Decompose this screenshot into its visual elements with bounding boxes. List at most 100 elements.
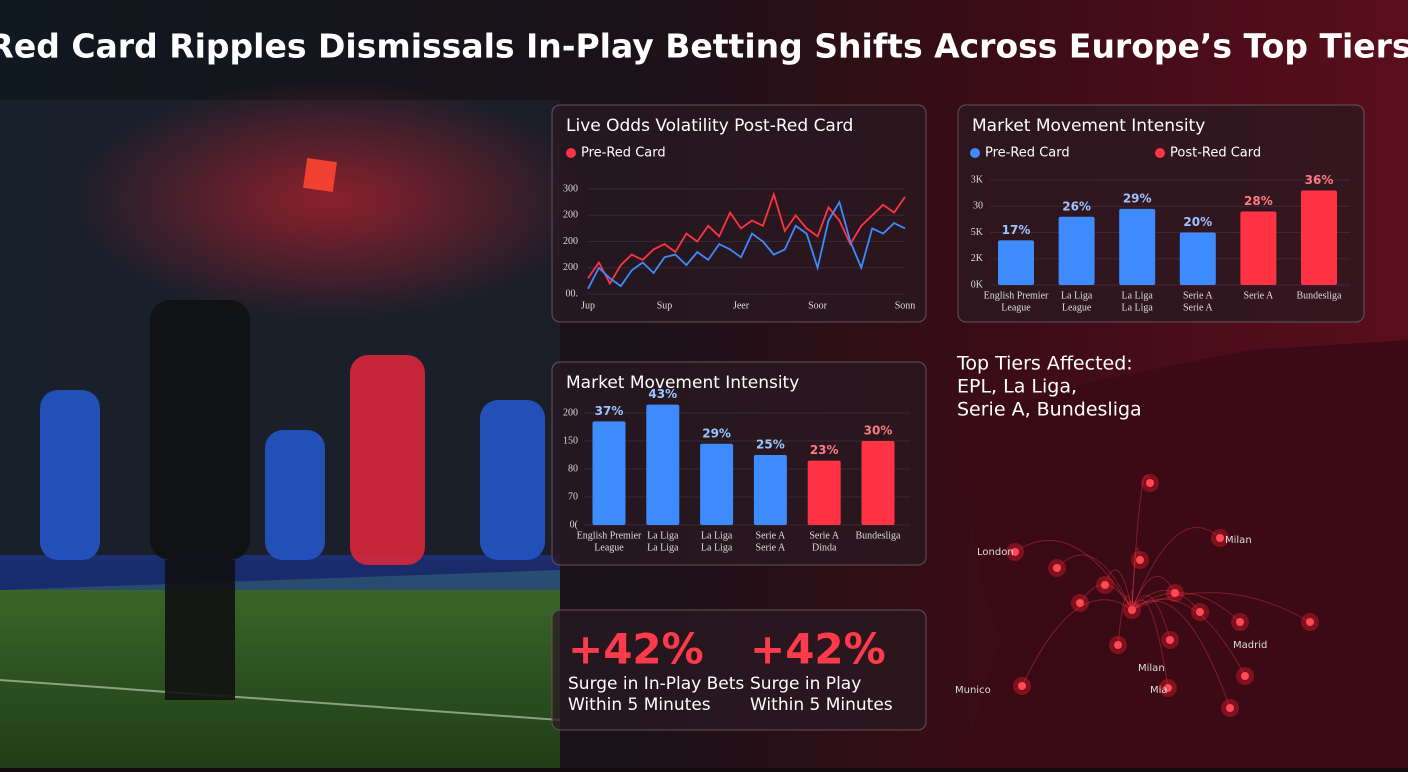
city-label: Munico — [955, 685, 991, 696]
map-route — [1131, 547, 1141, 611]
map-route — [1104, 569, 1133, 611]
x-tick-label: La Liga — [701, 542, 733, 553]
y-tick-label: 70 — [568, 491, 578, 502]
bar — [1301, 190, 1337, 285]
x-tick-label: La Liga — [1061, 290, 1093, 301]
europe-map — [960, 340, 1408, 768]
map-dot — [1216, 534, 1224, 542]
x-tick-label: La Liga — [647, 530, 679, 541]
x-tick-label: Serie A — [1183, 290, 1213, 301]
pitch — [0, 570, 560, 768]
bar — [700, 443, 734, 525]
map-route — [1131, 592, 1311, 623]
map-dot — [1241, 672, 1249, 680]
map-dot — [1226, 704, 1234, 712]
map-dot — [1128, 606, 1136, 614]
y-tick-label: 0( — [570, 519, 579, 530]
bar — [1119, 208, 1156, 285]
bar — [1240, 211, 1277, 285]
pitch-line — [0, 679, 561, 721]
map-dot — [1171, 589, 1179, 597]
y-tick-label: 200 — [563, 210, 578, 221]
bar — [646, 404, 680, 525]
value-label: 36% — [1305, 173, 1334, 187]
map-route — [1131, 527, 1221, 611]
bar — [861, 441, 895, 525]
legend-label: Pre-Red Card — [985, 146, 1070, 161]
x-tick-label: Jup — [581, 300, 595, 311]
map-dot — [1196, 608, 1204, 616]
map-dot — [1164, 684, 1172, 692]
players — [40, 158, 545, 700]
x-tick-label: La Liga — [1122, 290, 1154, 301]
map-route — [1014, 539, 1133, 611]
map-dot — [1136, 556, 1144, 564]
x-tick-label: Serie A — [1183, 302, 1213, 313]
value-label: 26% — [1062, 199, 1091, 213]
city-label: Madrid — [1233, 640, 1267, 651]
x-tick-label: Soor — [808, 300, 828, 311]
y-tick-label: 3K — [971, 174, 984, 185]
map-heading: EPL, La Liga, — [957, 376, 1077, 398]
chart-title: Live Odds Volatility Post-Red Card — [566, 116, 853, 136]
value-label: 20% — [1183, 215, 1212, 229]
y-tick-label: 00. — [566, 288, 579, 299]
map-route — [1131, 599, 1169, 689]
value-label: 43% — [648, 387, 677, 401]
panel — [551, 609, 927, 731]
x-tick-label: League — [594, 542, 624, 553]
x-tick-label: Jeer — [733, 300, 750, 311]
map-route — [1021, 599, 1133, 687]
red-glow — [70, 80, 590, 320]
map-dot — [1146, 479, 1154, 487]
x-tick-label: Dinda — [812, 542, 837, 553]
stat-text: Surge in In-Play Bets — [568, 674, 744, 694]
line-series — [587, 199, 906, 290]
y-tick-label: 200 — [563, 236, 578, 247]
ad-board — [0, 555, 560, 590]
y-tick-label: 2K — [971, 253, 984, 264]
value-label: 25% — [756, 438, 785, 452]
stat-value: +42% — [750, 625, 886, 674]
map-route — [1131, 592, 1241, 623]
city-label: Milan — [1138, 663, 1165, 674]
map-route — [1131, 474, 1151, 611]
value-label: 30% — [864, 424, 893, 438]
stat-value: +42% — [568, 625, 704, 674]
legend-swatch — [1155, 148, 1165, 158]
city-label: Mia — [1150, 685, 1168, 696]
y-tick-label: 0K — [971, 279, 984, 290]
value-label: 29% — [702, 426, 731, 440]
y-tick-label: 150 — [563, 435, 578, 446]
x-tick-label: English Premier — [577, 530, 642, 541]
bar — [1058, 216, 1095, 285]
value-label: 37% — [595, 404, 624, 418]
x-tick-label: La Liga — [1122, 302, 1154, 313]
x-tick-label: Bundesliga — [856, 530, 902, 541]
map-dot — [1018, 682, 1026, 690]
map-dot — [1053, 564, 1061, 572]
map-route — [1117, 595, 1133, 646]
value-label: 17% — [1002, 223, 1031, 237]
value-label: 23% — [810, 443, 839, 457]
panel — [551, 104, 927, 323]
stat-text: Within 5 Minutes — [568, 695, 711, 715]
map-dot — [1166, 636, 1174, 644]
y-tick-label: 80 — [568, 463, 578, 474]
legend-swatch — [970, 148, 980, 158]
x-tick-label: Bundesliga — [1297, 290, 1343, 301]
map-route — [1131, 598, 1246, 677]
city-label: Milan — [1225, 535, 1252, 546]
map-route — [1131, 600, 1231, 709]
map-dots — [1006, 474, 1319, 717]
map-route — [1131, 590, 1201, 613]
map-dot — [1011, 548, 1019, 556]
y-tick-label: 30 — [973, 201, 983, 212]
x-tick-label: Serie A — [756, 542, 786, 553]
x-tick-label: Serie A — [756, 530, 786, 541]
x-tick-label: Sonn — [895, 300, 916, 311]
page-title: Red Card Ripples Dismissals In-Play Bett… — [0, 27, 1408, 66]
chart-title: Market Movement Intensity — [972, 116, 1205, 136]
x-tick-label: English Premier — [984, 290, 1049, 301]
map-dot — [1076, 599, 1084, 607]
